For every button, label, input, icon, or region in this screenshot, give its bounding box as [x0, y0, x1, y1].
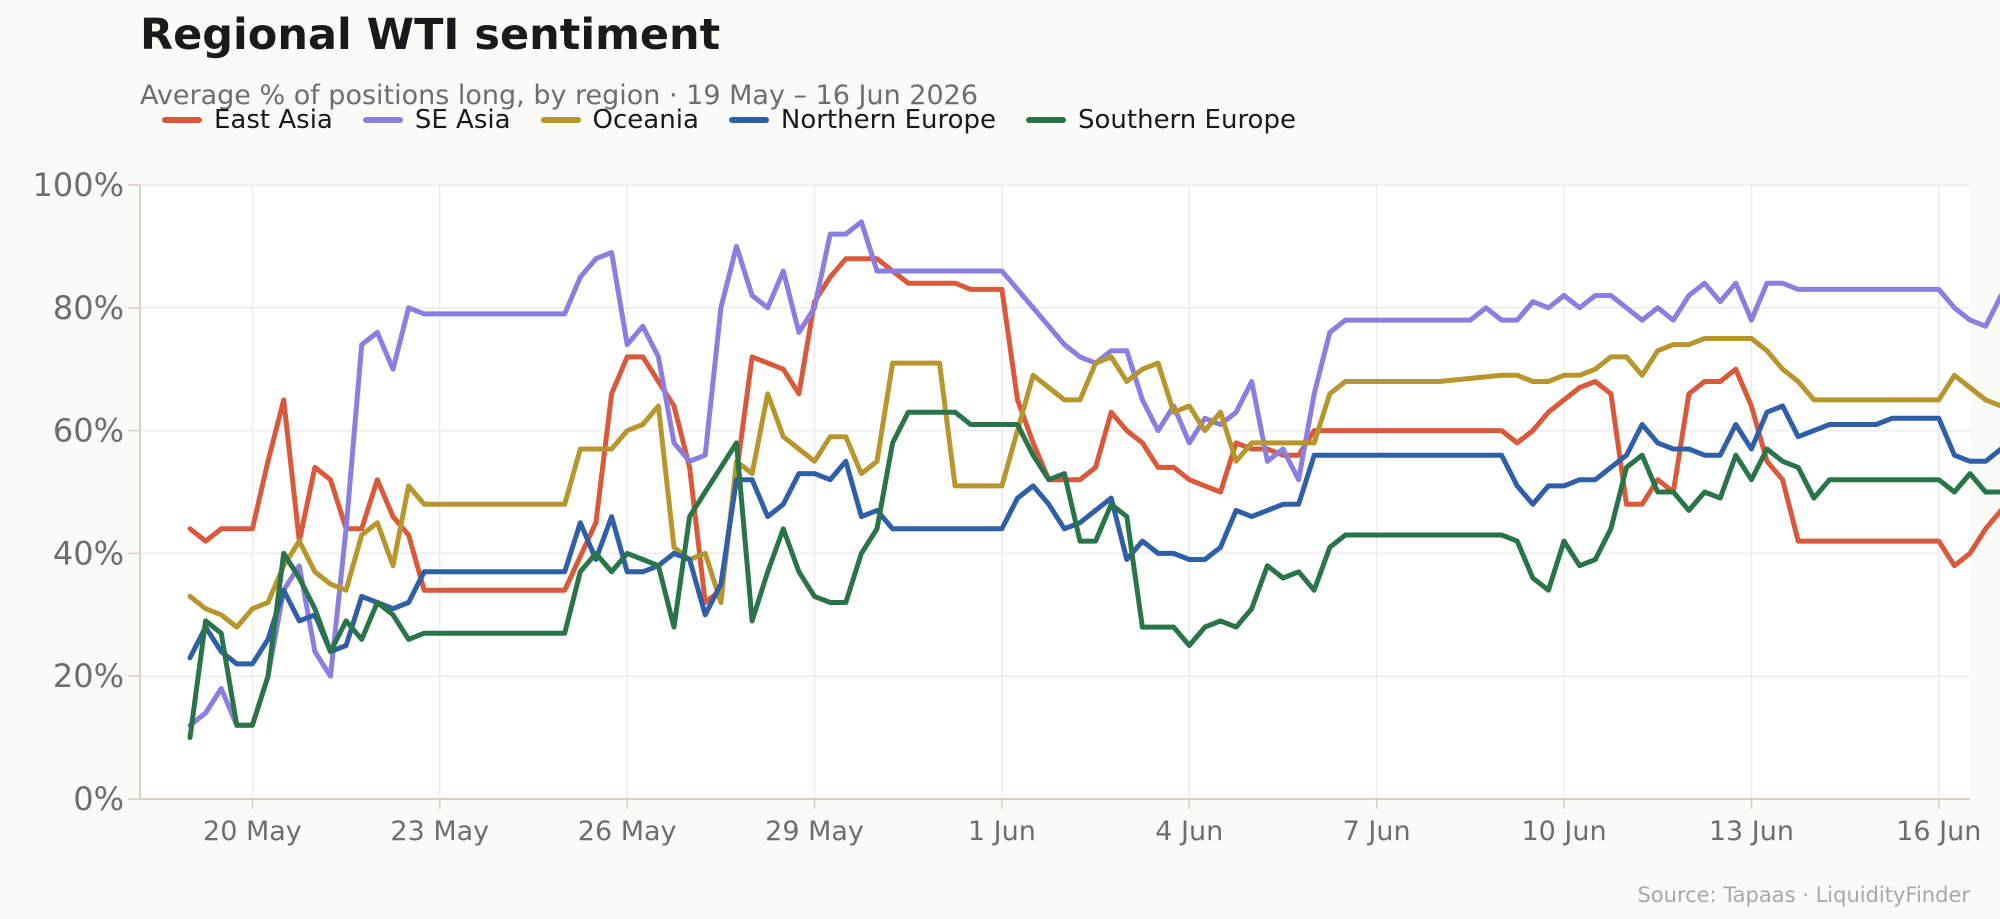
legend-swatch — [540, 117, 581, 123]
x-tick-label: 23 May — [390, 816, 489, 847]
y-tick-label: 20% — [53, 657, 124, 695]
legend-item-southern-europe: Southern Europe — [1026, 105, 1296, 135]
y-axis-ticks: 0% 20% 40% 60% 80% 100% — [33, 166, 140, 818]
legend-swatch — [362, 117, 403, 123]
legend-item-east-asia: East Asia — [162, 105, 333, 135]
series-line-oceania — [187, 336, 2000, 630]
legend-swatch — [1026, 117, 1066, 123]
series-line-east-asia — [187, 256, 2000, 605]
y-tick-label: 0% — [73, 780, 124, 818]
chart-legend: East Asia SE Asia Oceania Northern Europe So… — [162, 105, 1326, 135]
series-line-northern-europe — [187, 403, 2000, 667]
legend-item-northern-europe: Northern Europe — [728, 105, 996, 135]
y-tick-label: 60% — [53, 412, 124, 450]
legend-label: Oceania — [592, 105, 699, 135]
legend-item-se-asia: SE Asia — [362, 105, 511, 135]
legend-label: Southern Europe — [1078, 105, 1296, 135]
x-axis-ticks: 20 May 23 May 26 May 29 May 1 Jun 4 Jun 7 Jun 1… — [203, 799, 1981, 847]
chart-subtitle: Average % of positions long, by region ·… — [140, 80, 979, 111]
y-tick-label: 40% — [53, 534, 124, 572]
x-tick-label: 20 May — [203, 816, 302, 847]
x-tick-label: 4 Jun — [1155, 816, 1223, 847]
x-tick-label: 26 May — [578, 816, 677, 847]
y-tick-label: 100% — [33, 166, 124, 204]
legend-label: East Asia — [214, 105, 333, 135]
legend-label: Northern Europe — [780, 105, 996, 135]
x-tick-label: 13 Jun — [1709, 816, 1794, 847]
x-tick-label: 29 May — [765, 816, 864, 847]
series-lines — [187, 219, 2000, 741]
axes — [139, 185, 1970, 800]
legend-swatch — [728, 117, 769, 123]
chart-source: Source: Tapaas · LiquidityFinder — [1637, 883, 1970, 907]
x-tick-label: 1 Jun — [968, 816, 1036, 847]
legend-label: SE Asia — [414, 105, 511, 135]
x-tick-label: 10 Jun — [1521, 816, 1606, 847]
chart-title: Regional WTI sentiment — [140, 10, 721, 60]
x-tick-label: 16 Jun — [1896, 816, 1981, 847]
legend-swatch — [162, 117, 202, 123]
y-tick-label: 80% — [53, 289, 124, 327]
legend-item-oceania: Oceania — [540, 105, 699, 135]
series-line-southern-europe — [187, 409, 2000, 741]
x-tick-label: 7 Jun — [1343, 816, 1411, 847]
